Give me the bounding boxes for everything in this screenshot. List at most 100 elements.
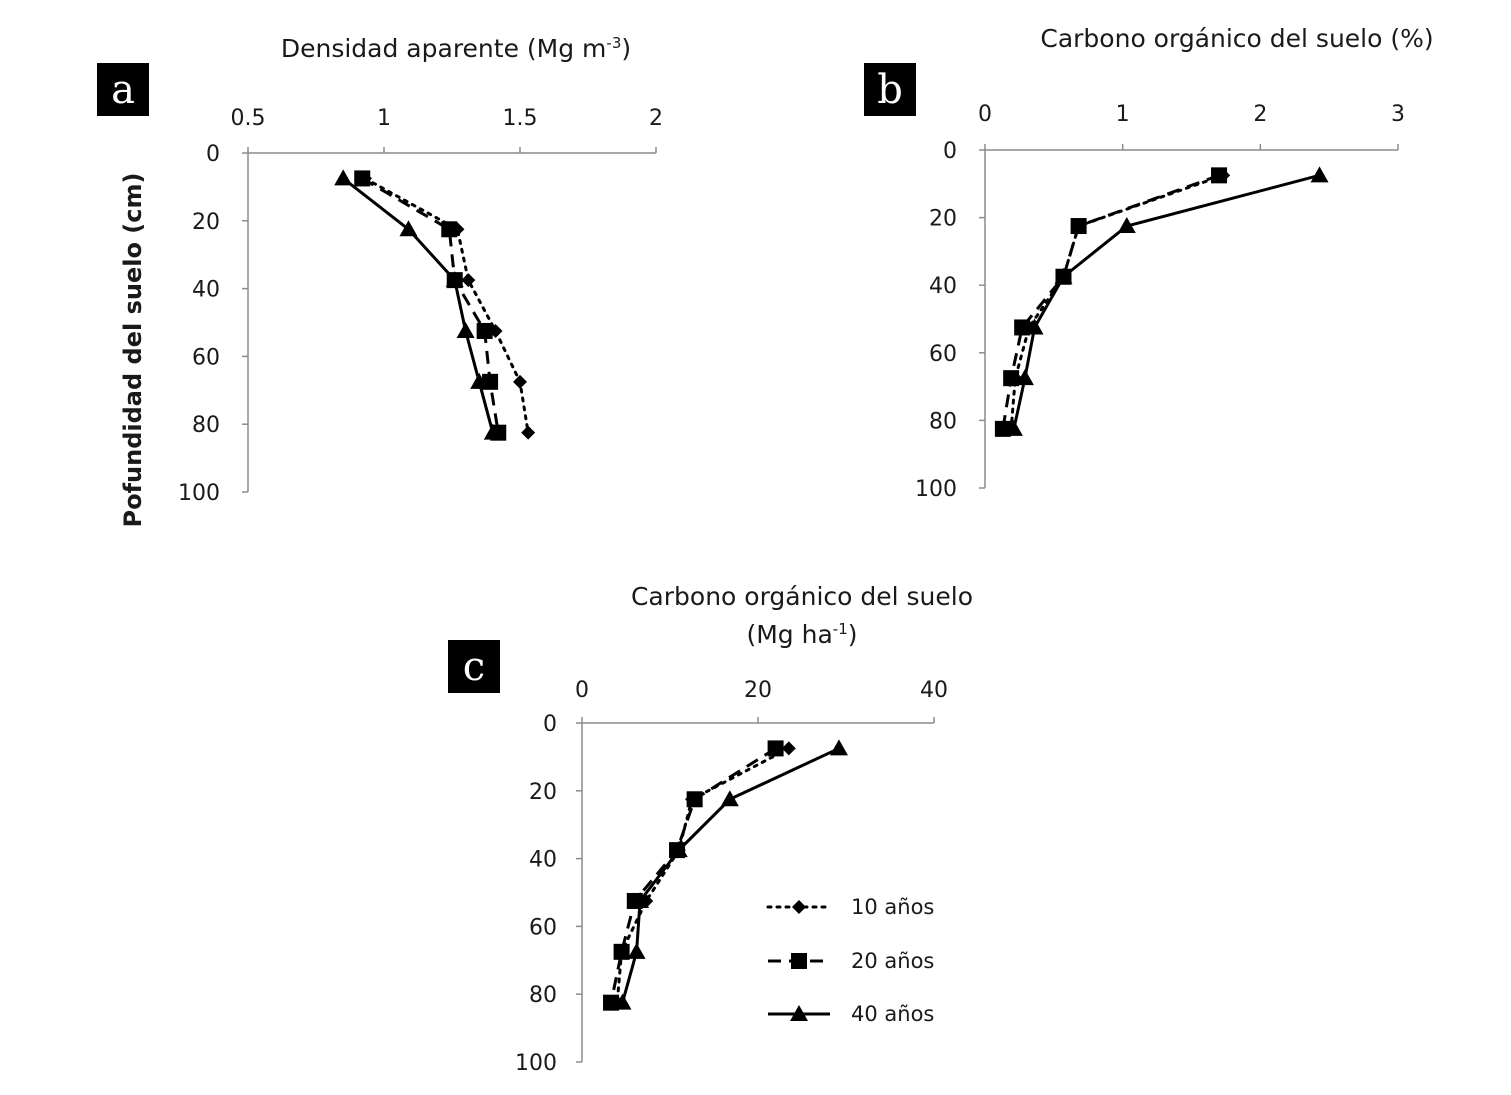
legend-label: 40 años <box>851 1002 934 1026</box>
y-tick-label: 40 <box>529 848 557 873</box>
legend-label: 10 años <box>851 895 934 919</box>
data-point-square <box>686 791 703 808</box>
series-line <box>363 176 530 435</box>
panel-letter-box <box>864 63 916 116</box>
y-tick-label: 0 <box>206 142 220 167</box>
x-tick-label: 3 <box>1391 102 1405 127</box>
x-tick-label: 0.5 <box>231 106 266 131</box>
data-point-triangle <box>470 372 489 389</box>
data-point-triangle <box>1117 217 1136 234</box>
data-point-diamond <box>521 425 536 440</box>
y-tick-label: 40 <box>192 278 220 303</box>
data-point-triangle <box>1025 318 1044 335</box>
data-point-triangle <box>627 942 646 959</box>
y-tick-label: 40 <box>929 274 957 299</box>
x-tick-label: 2 <box>649 106 663 131</box>
data-point-diamond <box>781 741 796 756</box>
series-line <box>361 177 500 433</box>
series-line <box>609 747 777 1003</box>
data-point-triangle <box>631 891 650 908</box>
series-line <box>1012 173 1320 430</box>
x-tick-label: 40 <box>920 678 948 703</box>
data-point-square <box>603 994 620 1011</box>
title-text: (Mg ha <box>746 620 832 649</box>
y-tick-label: 60 <box>929 342 957 367</box>
data-point-square <box>441 221 458 238</box>
data-point-triangle <box>1004 419 1023 436</box>
data-point-square <box>354 170 371 187</box>
y-tick-label: 0 <box>943 139 957 164</box>
legend-marker-square <box>791 953 807 969</box>
y-tick-label: 100 <box>515 1051 557 1076</box>
series-line <box>1009 173 1225 431</box>
data-point-square <box>1070 218 1087 235</box>
data-point-triangle <box>1015 369 1034 386</box>
data-point-diamond <box>461 273 476 288</box>
data-point-square <box>1014 319 1031 336</box>
data-point-triangle <box>456 321 475 338</box>
data-point-triangle <box>1310 166 1329 183</box>
data-point-triangle <box>334 169 353 186</box>
panel-letter: c <box>463 644 485 690</box>
legend-label: 20 años <box>851 949 934 973</box>
data-point-square <box>1003 370 1020 387</box>
x-tick-label: 20 <box>744 678 772 703</box>
chart-panel-c: c (Mg ha-1) Carbono orgánico del suelo 0 20 4… <box>448 582 973 1076</box>
title-text: ) <box>621 34 631 63</box>
series-40-años <box>1004 166 1329 436</box>
x-tick-label: 1 <box>1116 102 1130 127</box>
series-40-años <box>334 169 502 440</box>
series-40-años <box>613 739 848 1010</box>
y-axis-label: Pofundidad del suelo (cm) <box>119 173 147 528</box>
title-text: Carbono orgánico del suelo (%) <box>1040 24 1433 53</box>
y-tick-label: 0 <box>543 712 557 737</box>
panel-letter: a <box>111 67 135 113</box>
x-tick-label: 1 <box>377 106 391 131</box>
panel-letter-box <box>97 63 149 116</box>
title-text: Densidad aparente (Mg m <box>281 34 607 63</box>
legend: 10 años 20 años 40 años <box>766 895 934 1026</box>
panel-letter: b <box>877 67 903 113</box>
legend-marker-diamond <box>792 900 806 914</box>
legend-entry: 40 años <box>768 1002 934 1026</box>
data-point-triangle <box>613 993 632 1010</box>
series-line <box>1001 173 1220 430</box>
series-line <box>342 177 495 434</box>
legend-entry: 20 años <box>768 949 934 973</box>
y-tick-label: 80 <box>929 409 957 434</box>
data-point-square <box>1211 167 1228 184</box>
data-point-triangle <box>399 220 418 237</box>
chart-title: Densidad aparente (Mg m-3) <box>281 34 631 63</box>
y-tick-label: 20 <box>192 210 220 235</box>
title-text: ) <box>848 620 858 649</box>
series-line <box>621 747 840 1004</box>
data-point-diamond <box>513 374 527 389</box>
y-tick-label: 60 <box>529 915 557 940</box>
series-line <box>615 746 791 1005</box>
chart-panel-b: b Carbono orgánico del suelo (%) 0 1 2 3 0 20 40… <box>864 24 1434 502</box>
data-point-triangle <box>483 423 502 440</box>
y-tick-label: 20 <box>529 780 557 805</box>
chart-panel-a: a Densidad aparente (Mg m-3) Pofundidad de… <box>97 34 663 527</box>
x-tick-label: 0 <box>575 678 589 703</box>
data-point-triangle <box>669 841 688 858</box>
panel-letter-box <box>448 640 500 693</box>
y-tick-label: 100 <box>915 477 957 502</box>
chart-title: Carbono orgánico del suelo <box>631 582 973 611</box>
title-superscript: -1 <box>833 620 848 638</box>
y-tick-label: 20 <box>929 207 957 232</box>
legend-marker-triangle <box>790 1005 808 1021</box>
chart-title: (Mg ha-1) <box>746 620 857 649</box>
legend-entry: 10 años <box>766 895 934 919</box>
x-tick-label: 1.5 <box>503 106 538 131</box>
chart-title: Carbono orgánico del suelo (%) <box>1040 24 1433 53</box>
y-tick-label: 60 <box>192 345 220 370</box>
data-point-triangle <box>720 790 739 807</box>
y-tick-label: 100 <box>178 481 220 506</box>
y-tick-label: 80 <box>529 983 557 1008</box>
data-point-square <box>767 740 784 757</box>
data-point-square <box>613 943 630 960</box>
data-point-triangle <box>445 271 464 288</box>
y-tick-label: 80 <box>192 413 220 438</box>
